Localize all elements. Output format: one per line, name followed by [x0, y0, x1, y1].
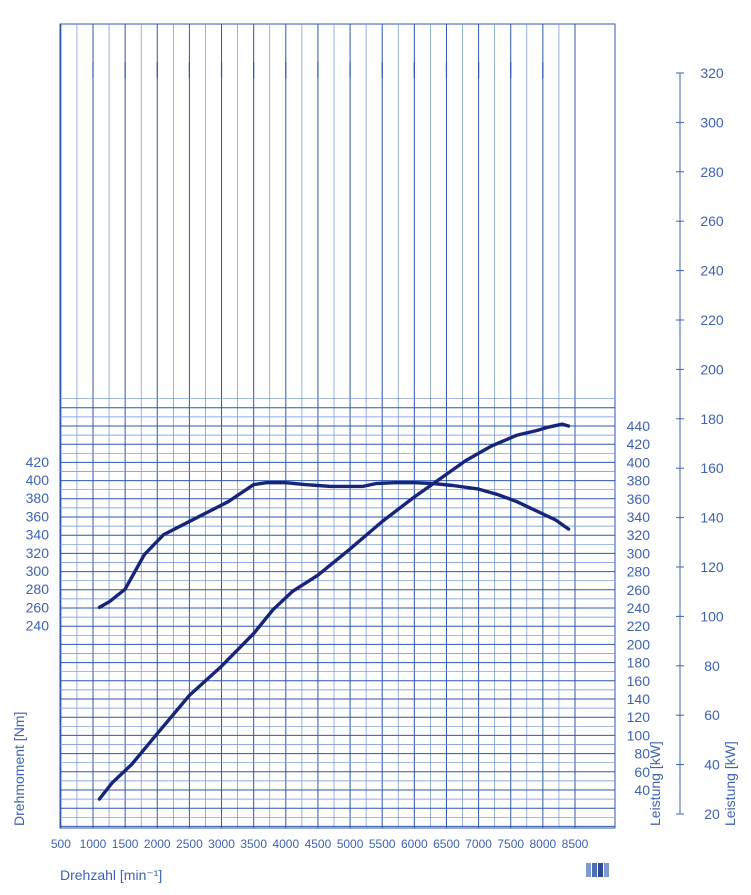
x-tick-label: 1500	[112, 837, 139, 851]
y-right-outer-tick-label: 180	[700, 411, 724, 427]
x-tick-label: 8500	[562, 837, 589, 851]
x-axis-ticks: 500 1000 1500 2000 2500 3000 3500 4000 4500 5000 5…	[51, 837, 589, 851]
y-right-inner-tick-label: 40	[634, 782, 650, 798]
y-right-inner-axis-title: Leistung [kW]	[647, 741, 663, 826]
y-right-outer-axis-title: Leistung [kW]	[722, 741, 738, 826]
y-right-inner-tick-label: 240	[627, 600, 651, 616]
brand-logo-icon	[586, 863, 609, 877]
y-right-inner-tick-label: 300	[627, 545, 651, 561]
y-right-inner-tick-label: 100	[627, 727, 651, 743]
y-right-outer-axis-ticks: 20 40 60 80 100 120 140 160 180 200 220 240 260 280 30…	[676, 65, 724, 822]
y-left-tick-label: 380	[26, 490, 50, 506]
y-right-inner-tick-label: 280	[627, 564, 651, 580]
y-left-tick-label: 300	[26, 563, 50, 579]
y-left-tick-label: 240	[26, 618, 50, 634]
x-tick-label: 1000	[80, 837, 107, 851]
y-right-inner-tick-label: 80	[634, 746, 650, 762]
y-right-inner-tick-label: 420	[627, 436, 651, 452]
y-left-tick-label: 360	[26, 508, 50, 524]
y-right-outer-tick-label: 20	[704, 806, 720, 822]
y-right-inner-tick-label: 60	[634, 764, 650, 780]
y-right-outer-tick-label: 120	[700, 559, 724, 575]
y-right-outer-tick-label: 240	[700, 263, 724, 279]
x-tick-label: 5000	[337, 837, 364, 851]
y-right-inner-tick-label: 120	[627, 709, 651, 725]
y-left-tick-label: 280	[26, 581, 50, 597]
y-right-inner-tick-label: 440	[627, 418, 651, 434]
y-right-inner-tick-label: 140	[627, 691, 651, 707]
x-tick-label: 3000	[208, 837, 235, 851]
y-left-tick-label: 340	[26, 527, 50, 543]
x-tick-label: 2500	[176, 837, 203, 851]
y-right-inner-tick-label: 220	[627, 618, 651, 634]
x-tick-label: 3500	[240, 837, 267, 851]
y-right-outer-tick-label: 60	[704, 707, 720, 723]
y-right-inner-tick-label: 340	[627, 509, 651, 525]
torque-curve	[97, 481, 571, 610]
y-left-tick-label: 260	[26, 599, 50, 615]
y-right-outer-tick-label: 100	[700, 608, 724, 624]
y-right-outer-tick-label: 220	[700, 312, 724, 328]
y-right-inner-tick-label: 260	[627, 582, 651, 598]
y-right-inner-tick-label: 400	[627, 454, 651, 470]
power-curve	[97, 422, 571, 801]
x-tick-label: 2000	[144, 837, 171, 851]
y-left-axis-ticks: 240 260 280 300 320 340 360 380 400 420	[26, 454, 50, 634]
y-right-outer-tick-label: 80	[704, 658, 720, 674]
y-right-inner-tick-label: 200	[627, 636, 651, 652]
y-right-outer-tick-label: 260	[700, 213, 724, 229]
y-right-inner-tick-label: 180	[627, 655, 651, 671]
x-tick-label: 6500	[433, 837, 460, 851]
y-right-outer-tick-label: 140	[700, 510, 724, 526]
y-right-outer-tick-label: 280	[700, 164, 724, 180]
y-right-inner-tick-label: 360	[627, 491, 651, 507]
x-tick-label: 8000	[530, 837, 557, 851]
y-left-axis-title: Drehmoment [Nm]	[11, 712, 27, 826]
y-right-inner-tick-label: 320	[627, 527, 651, 543]
y-right-outer-tick-label: 40	[704, 757, 720, 773]
y-right-inner-axis-ticks: 40 60 80 100 120 140 160 180 200 220 240 260 280 300 3…	[627, 418, 651, 798]
y-left-tick-label: 320	[26, 545, 50, 561]
x-tick-label: 4000	[272, 837, 299, 851]
y-right-inner-tick-label: 160	[627, 673, 651, 689]
y-right-outer-tick-label: 320	[700, 65, 724, 81]
x-tick-label: 500	[51, 837, 71, 851]
grid	[59, 23, 681, 829]
y-right-outer-tick-label: 160	[700, 460, 724, 476]
y-left-tick-label: 420	[26, 454, 50, 470]
y-right-inner-tick-label: 380	[627, 473, 651, 489]
x-tick-label: 7500	[497, 837, 524, 851]
y-right-outer-tick-label: 300	[700, 114, 724, 130]
y-left-tick-label: 400	[26, 472, 50, 488]
x-tick-label: 6000	[401, 837, 428, 851]
x-tick-label: 4500	[305, 837, 332, 851]
series-layer	[97, 422, 571, 801]
x-axis-title: Drehzahl [min⁻¹]	[60, 867, 162, 883]
x-tick-label: 5500	[369, 837, 396, 851]
x-tick-label: 7000	[465, 837, 492, 851]
y-right-outer-tick-label: 200	[700, 361, 724, 377]
